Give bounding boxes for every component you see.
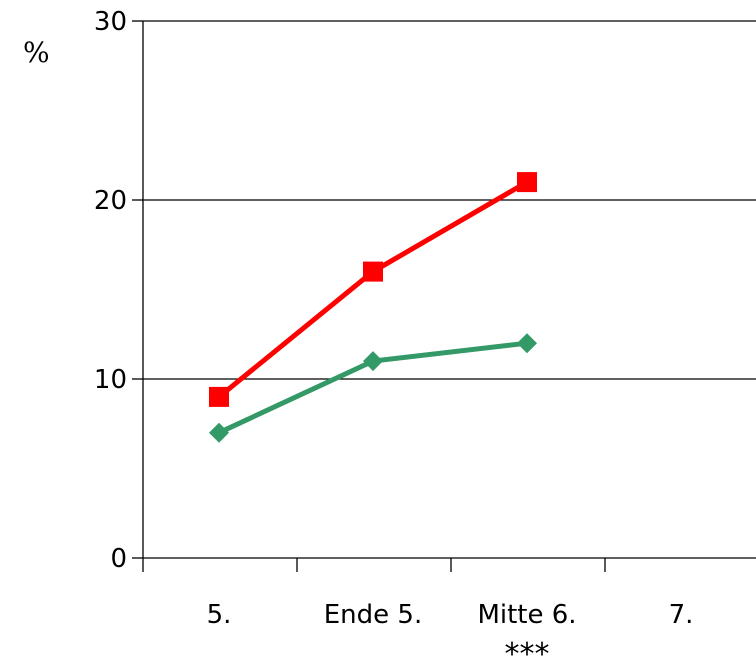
x-tick-label: Mitte 6. [477,600,576,630]
series-1 [209,333,537,443]
significance-annotation: *** [505,637,550,671]
x-tick-label: Ende 5. [324,600,422,630]
y-tick-label: 10 [94,365,127,395]
y-tick-label: 30 [94,7,127,37]
y-tick-labels: 0 10 20 30 [94,7,143,574]
data-point-square [363,261,383,282]
data-point-square [209,386,229,407]
series [209,172,537,443]
y-axis-label: % [23,36,50,69]
y-tick-label: 0 [110,544,127,574]
x-tick-label: 5. [207,600,232,630]
data-point-diamond [209,422,229,443]
data-point-square [517,172,537,193]
series-0 [209,172,537,407]
gridlines [143,20,756,380]
data-point-diamond [517,333,537,354]
y-tick-label: 20 [94,186,127,216]
data-point-diamond [363,351,383,372]
x-tick-label: 7. [669,600,694,630]
x-tick-labels: 5. Ende 5. Mitte 6. 7. [142,558,694,630]
